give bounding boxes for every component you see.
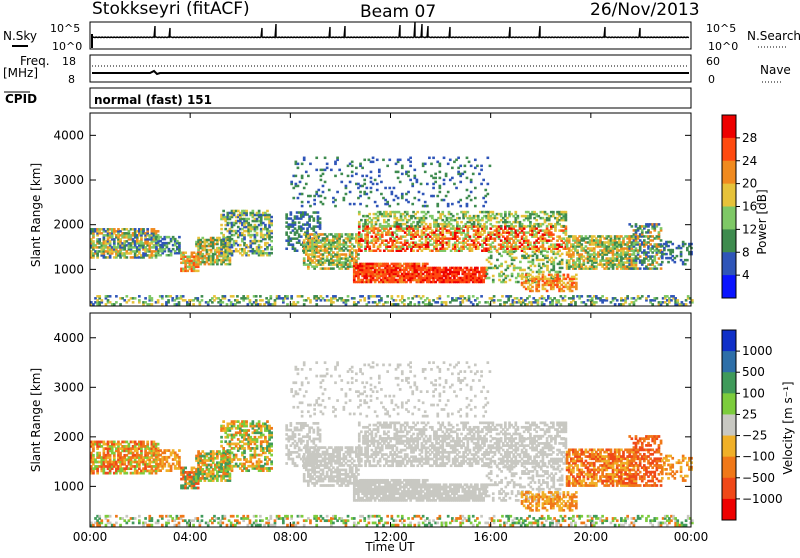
y-tick-label: 4000 — [53, 331, 84, 345]
x-tick-label: 08:00 — [273, 530, 308, 544]
colorbar-tick: 24 — [742, 154, 757, 168]
colorbar-swatch — [722, 372, 736, 394]
y-tick-label: 4000 — [53, 128, 84, 142]
colorbar-swatch — [722, 115, 736, 138]
y-tick-label: 3000 — [53, 380, 84, 394]
colorbar-swatch — [722, 330, 736, 352]
y-tick-label: 1000 — [53, 479, 84, 493]
colorbar-swatch — [722, 138, 736, 161]
nsky-tick-bottom: 10^0 — [52, 40, 82, 53]
x-tick-label: 20:00 — [574, 530, 609, 544]
nsky-label: N.Sky — [3, 29, 37, 43]
colorbar-swatch — [722, 252, 736, 275]
colorbar-swatch — [722, 499, 736, 521]
velocity-colorbar: 1000 500 100 25 −25 −100 −500 −1000 — [722, 330, 783, 521]
colorbar-tick: 8 — [742, 245, 750, 259]
colorbar-swatch — [722, 184, 736, 207]
colorbar-tick: 100 — [742, 386, 765, 400]
colorbar-tick: 1000 — [742, 344, 773, 358]
y-tick-label: 1000 — [53, 262, 84, 276]
cpid-value: normal (fast) 151 — [94, 93, 212, 107]
nsky-strip: N.Sky 10^5 10^0 10^5 10^0 N.Search — [3, 22, 800, 53]
y-tick-label: 3000 — [53, 173, 84, 187]
x-tick-label: 04:00 — [173, 530, 208, 544]
colorbar-tick: −100 — [742, 450, 775, 464]
velocity-colorbar-label: Velocity [m s⁻¹] — [781, 381, 795, 474]
freq-strip: Freq. [MHz] 18 8 60 0 Nave — [3, 54, 791, 86]
colorbar-swatch — [722, 393, 736, 415]
power-colorbar-label: Power [dB] — [755, 189, 769, 254]
colorbar-tick: −1000 — [742, 492, 783, 506]
colorbar-swatch — [722, 457, 736, 479]
colorbar-swatch — [722, 207, 736, 230]
colorbar-swatch — [722, 414, 736, 436]
velocity-ylabel: Slant Range [km] — [29, 368, 43, 472]
power-ylabel: Slant Range [km] — [29, 163, 43, 267]
power-data-cells — [90, 157, 694, 306]
colorbar-tick: 20 — [742, 177, 757, 191]
nsky-tick-top: 10^5 — [50, 22, 80, 35]
colorbar-swatch — [722, 436, 736, 458]
cpid-strip: CPID normal (fast) 151 — [4, 88, 691, 108]
beam-title: Beam 07 — [360, 2, 436, 22]
nave-tick-top: 60 — [706, 55, 720, 68]
nave-tick-bottom: 0 — [708, 73, 715, 86]
freq-trace — [92, 71, 689, 74]
colorbar-tick: 25 — [742, 407, 757, 421]
freq-tick-bottom: 8 — [68, 73, 75, 86]
freq-tick-top: 18 — [62, 55, 76, 68]
colorbar-swatch — [722, 161, 736, 184]
colorbar-swatch — [722, 478, 736, 500]
x-axis-title: Time UT — [364, 540, 415, 554]
date-title: 26/Nov/2013 — [590, 0, 700, 20]
colorbar-tick: −25 — [742, 429, 767, 443]
x-tick-label: 16:00 — [473, 530, 508, 544]
x-tick-label: 00:00 — [73, 530, 108, 544]
freq-unit: [MHz] — [3, 66, 38, 80]
colorbar-tick: 28 — [742, 131, 757, 145]
y-tick-label: 2000 — [53, 430, 84, 444]
velocity-panel: 1000 2000 3000 4000 Slant Range [km] 1000 50… — [29, 313, 795, 527]
colorbar-swatch — [722, 351, 736, 373]
colorbar-tick: −500 — [742, 471, 775, 485]
power-panel: 1000 2000 3000 4000 Slant Range [km] 28 24 20… — [29, 113, 769, 306]
colorbar-swatch — [722, 275, 736, 298]
nsearch-tick-bottom: 10^0 — [708, 40, 738, 53]
nave-label: Nave — [760, 63, 791, 77]
nsearch-tick-top: 10^5 — [706, 22, 736, 35]
nsearch-label: N.Search — [747, 29, 800, 43]
y-tick-label: 2000 — [53, 218, 84, 232]
velocity-data-cells — [90, 361, 694, 526]
nsky-trace — [92, 22, 689, 48]
station-title: Stokkseyri (fitACF) — [92, 0, 250, 19]
x-tick-label: 00:00 — [674, 530, 709, 544]
colorbar-tick: 500 — [742, 365, 765, 379]
cpid-label: CPID — [5, 92, 37, 106]
colorbar-tick: 4 — [742, 268, 750, 282]
colorbar-swatch — [722, 229, 736, 252]
